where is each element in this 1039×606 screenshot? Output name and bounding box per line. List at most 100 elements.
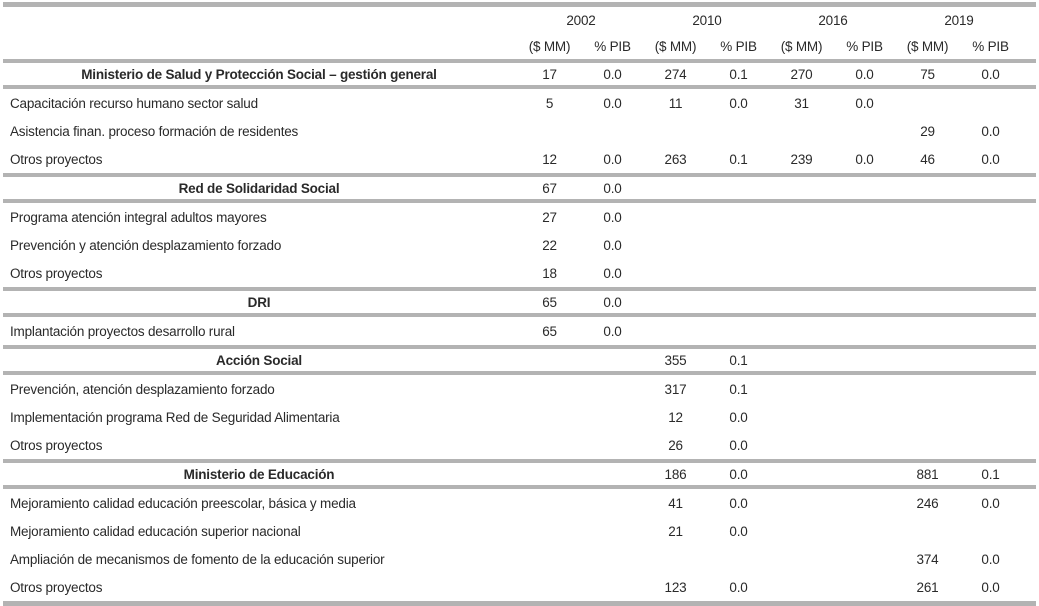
- row-label: Implementación programa Red de Seguridad…: [10, 409, 340, 425]
- cell-value: 881: [916, 466, 939, 482]
- table-row: Otros proyectos 12 0.0 263 0.1 239 0.0 46 0.0: [0, 145, 1039, 173]
- table-row: Mejoramiento calidad educación preescola…: [0, 489, 1039, 517]
- cell-value: 374: [916, 551, 939, 567]
- section-divider: [3, 173, 1036, 177]
- cell-value: 0.0: [729, 437, 748, 453]
- cell-value: 0.0: [729, 409, 748, 425]
- row-label: Otros proyectos: [10, 579, 103, 595]
- cell-value: 0.0: [603, 237, 622, 253]
- cell-value: 0.0: [729, 95, 748, 111]
- column-header-pib: % PIB: [594, 38, 631, 54]
- table-row: Otros proyectos 123 0.0 261 0.0: [0, 573, 1039, 601]
- row-label: Otros proyectos: [10, 437, 103, 453]
- row-label: Otros proyectos: [10, 151, 103, 167]
- section-title: Red de Solidaridad Social: [178, 180, 340, 196]
- section-row: Ministerio de Educación 186 0.0 881 0.1: [0, 463, 1039, 485]
- table-row: Mejoramiento calidad educación superior …: [0, 517, 1039, 545]
- cell-value: 274: [664, 66, 687, 82]
- cell-value: 123: [664, 579, 687, 595]
- cell-value: 0.0: [855, 151, 874, 167]
- cell-value: 355: [664, 352, 687, 368]
- table-row: Implementación programa Red de Seguridad…: [0, 403, 1039, 431]
- cell-value: 0.0: [981, 66, 1000, 82]
- cell-value: 26: [668, 437, 683, 453]
- table-top-rule: [3, 2, 1036, 7]
- column-header-mm: ($ MM): [780, 38, 823, 54]
- section-title: Acción Social: [216, 352, 302, 368]
- section-divider: [3, 459, 1036, 463]
- section-row: Red de Solidaridad Social 67 0.0: [0, 177, 1039, 199]
- section-divider: [3, 313, 1036, 317]
- cell-value: 12: [668, 409, 683, 425]
- table-row: Ampliación de mecanismos de fomento de l…: [0, 545, 1039, 573]
- subheader-row: ($ MM) % PIB ($ MM) % PIB ($ MM) % PIB (…: [0, 33, 1039, 59]
- column-header-pib: % PIB: [846, 38, 883, 54]
- column-header-mm: ($ MM): [654, 38, 697, 54]
- row-label: Mejoramiento calidad educación superior …: [10, 523, 301, 539]
- cell-value: 0.0: [729, 466, 748, 482]
- cell-value: 0.0: [981, 151, 1000, 167]
- cell-value: 0.1: [729, 66, 748, 82]
- cell-value: 0.0: [855, 95, 874, 111]
- cell-value: 0.1: [729, 381, 748, 397]
- cell-value: 65: [542, 294, 557, 310]
- row-label: Programa atención integral adultos mayor…: [10, 209, 267, 225]
- year-header: 2010: [692, 12, 722, 28]
- column-header-mm: ($ MM): [906, 38, 949, 54]
- cell-value: 0.0: [981, 495, 1000, 511]
- cell-value: 5: [545, 95, 554, 111]
- cell-value: 0.0: [981, 579, 1000, 595]
- section-title: Ministerio de Educación: [183, 466, 335, 482]
- cell-value: 0.0: [603, 95, 622, 111]
- cell-value: 0.0: [855, 66, 874, 82]
- cell-value: 27: [542, 209, 557, 225]
- cell-value: 261: [916, 579, 939, 595]
- section-divider: [3, 371, 1036, 375]
- table-row: Otros proyectos 26 0.0: [0, 431, 1039, 459]
- year-header: 2016: [818, 12, 848, 28]
- cell-value: 239: [790, 151, 813, 167]
- cell-value: 29: [920, 123, 935, 139]
- cell-value: 0.0: [981, 123, 1000, 139]
- cell-value: 0.1: [981, 466, 1000, 482]
- column-header-mm: ($ MM): [528, 38, 571, 54]
- cell-value: 0.0: [729, 523, 748, 539]
- row-label: Implantación proyectos desarrollo rural: [10, 323, 235, 339]
- section-row: Acción Social 355 0.1: [0, 349, 1039, 371]
- cell-value: 75: [920, 66, 935, 82]
- row-label: Prevención y atención desplazamiento for…: [10, 237, 282, 253]
- table-body: Ministerio de Salud y Protección Social …: [0, 59, 1039, 601]
- section-row: DRI 65 0.0: [0, 291, 1039, 313]
- row-label: Prevención, atención desplazamiento forz…: [10, 381, 275, 397]
- cell-value: 0.0: [603, 66, 622, 82]
- cell-value: 270: [790, 66, 813, 82]
- cell-value: 12: [542, 151, 557, 167]
- section-title: DRI: [247, 294, 271, 310]
- table-row: Programa atención integral adultos mayor…: [0, 203, 1039, 231]
- cell-value: 0.0: [729, 495, 748, 511]
- section-divider: [3, 485, 1036, 489]
- cell-value: 186: [664, 466, 687, 482]
- row-label: Otros proyectos: [10, 265, 103, 281]
- row-label: Capacitación recurso humano sector salud: [10, 95, 258, 111]
- cell-value: 0.0: [603, 151, 622, 167]
- cell-value: 67: [542, 180, 557, 196]
- year-header: 2002: [566, 12, 596, 28]
- cell-value: 0.0: [603, 265, 622, 281]
- column-header-pib: % PIB: [720, 38, 757, 54]
- table-row: Prevención, atención desplazamiento forz…: [0, 375, 1039, 403]
- cell-value: 317: [664, 381, 687, 397]
- row-label: Ampliación de mecanismos de fomento de l…: [10, 551, 385, 567]
- cell-value: 0.0: [981, 551, 1000, 567]
- cell-value: 0.0: [603, 209, 622, 225]
- cell-value: 0.0: [603, 180, 622, 196]
- cell-value: 21: [668, 523, 683, 539]
- cell-value: 18: [542, 265, 557, 281]
- section-divider: [3, 59, 1036, 63]
- cell-value: 0.0: [729, 579, 748, 595]
- table-row: Prevención y atención desplazamiento for…: [0, 231, 1039, 259]
- cell-value: 22: [542, 237, 557, 253]
- year-header: 2019: [944, 12, 974, 28]
- cell-value: 11: [668, 95, 683, 111]
